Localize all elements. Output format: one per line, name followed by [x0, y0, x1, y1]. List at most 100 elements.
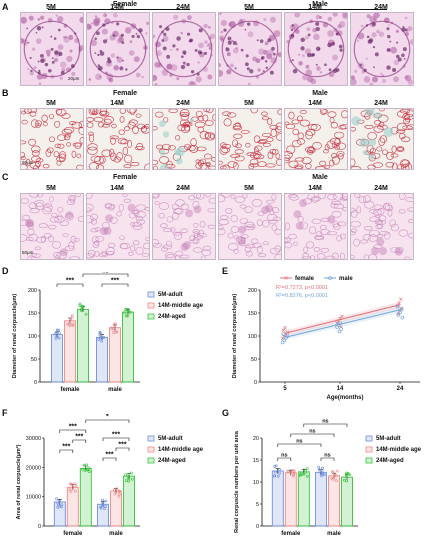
y-axis [42, 437, 45, 527]
bar [297, 471, 310, 527]
y-tick-label: 30000 [26, 436, 41, 442]
data-point [317, 465, 321, 469]
data-point [339, 327, 343, 331]
data-point [285, 330, 290, 335]
y-tick-label: 20 [253, 436, 259, 442]
significance-bracket [85, 419, 130, 423]
micrograph-image [152, 108, 216, 170]
data-point [124, 479, 128, 482]
significance-label: *** [111, 278, 119, 285]
data-point [280, 336, 285, 341]
data-point [71, 323, 75, 327]
data-point [85, 468, 89, 472]
legend-label: 14M-middle age [376, 447, 422, 453]
data-point [396, 313, 401, 317]
data-point [333, 474, 336, 478]
y-tick-label: 150 [248, 311, 257, 317]
chart-g-count-bars: 0 5 10 15 20 Renal corpuscle numbers per unit… [234, 419, 422, 538]
data-point [79, 308, 83, 312]
data-point [85, 463, 88, 467]
significance-bracket [101, 283, 129, 287]
data-point [272, 474, 276, 478]
data-point [343, 478, 346, 482]
data-point [110, 326, 114, 330]
significance-bracket [59, 449, 74, 453]
data-point [285, 334, 290, 338]
data-point [71, 486, 75, 489]
data-point [57, 331, 61, 335]
data-point [274, 464, 278, 468]
data-point [71, 322, 74, 326]
y-tick-label: 15 [253, 458, 259, 464]
panel-b-male-label: Male [312, 90, 328, 97]
panel-letter-f: F [2, 408, 8, 418]
data-point [298, 473, 302, 476]
data-point [84, 312, 88, 316]
data-point [399, 306, 404, 311]
data-point [131, 477, 134, 481]
bar [122, 311, 134, 383]
data-point [301, 473, 305, 476]
micrograph-image [86, 12, 150, 86]
significance-bracket [303, 423, 348, 427]
x-category-label: female [281, 531, 301, 537]
data-point [87, 470, 91, 473]
significance-label: ns [309, 429, 315, 435]
scale-bar-label: 20μm [68, 76, 80, 81]
data-point [126, 314, 129, 318]
significance-bracket [82, 273, 129, 277]
y-tick-label: 200 [248, 288, 257, 294]
data-point [112, 331, 116, 334]
data-point [99, 506, 103, 510]
significance-bracket [277, 443, 322, 447]
legend-label: 24M-aged [158, 314, 186, 320]
micrograph-image [284, 12, 348, 86]
micrograph-image [86, 108, 150, 170]
data-point [129, 471, 133, 475]
micrograph-image [218, 193, 282, 260]
panel-letter-e: E [222, 266, 229, 276]
data-point [112, 488, 116, 492]
x-tick-label: 24 [397, 386, 404, 392]
data-point [124, 473, 128, 477]
data-point [283, 325, 287, 330]
data-point [396, 312, 401, 316]
data-point [115, 487, 119, 491]
micrograph-image [86, 193, 150, 260]
data-point [104, 505, 107, 508]
data-point [113, 492, 117, 496]
micrograph-image [350, 12, 414, 86]
data-point [340, 314, 344, 319]
data-point [319, 472, 323, 476]
data-point [305, 467, 309, 471]
data-point [102, 336, 106, 339]
bar [123, 475, 135, 527]
data-point [69, 489, 73, 493]
data-point [348, 473, 351, 476]
bar [271, 470, 284, 527]
panel-b-age-label: 24M [374, 100, 388, 107]
legend-swatch [147, 457, 155, 464]
data-point [400, 315, 405, 320]
data-point [69, 317, 73, 321]
data-point [104, 499, 108, 503]
bar [328, 475, 340, 527]
data-point [56, 503, 60, 507]
data-point [101, 501, 105, 505]
panel-a-age-label: 24M [374, 4, 388, 11]
data-point [97, 338, 101, 341]
x-tick-label: 5 [283, 386, 287, 392]
legend-swatch [365, 435, 373, 442]
y-axis-label: Area of renal corpuscle(μm²) [15, 444, 22, 519]
micrograph-image [20, 193, 84, 260]
data-point [68, 482, 72, 486]
significance-bracket [102, 457, 117, 461]
regression-annotation: R²=0.7273, p<0.0001 [276, 285, 328, 291]
significance-bracket [320, 457, 335, 461]
regression-annotation: R²=0.8276, p<0.0001 [276, 293, 328, 299]
panel-b-age-label: 24M [176, 100, 190, 107]
scale-bar-label: 50μm [22, 160, 34, 165]
significance-label: ns [296, 439, 302, 445]
y-tick-label: 50 [31, 357, 37, 363]
data-point [399, 307, 404, 312]
